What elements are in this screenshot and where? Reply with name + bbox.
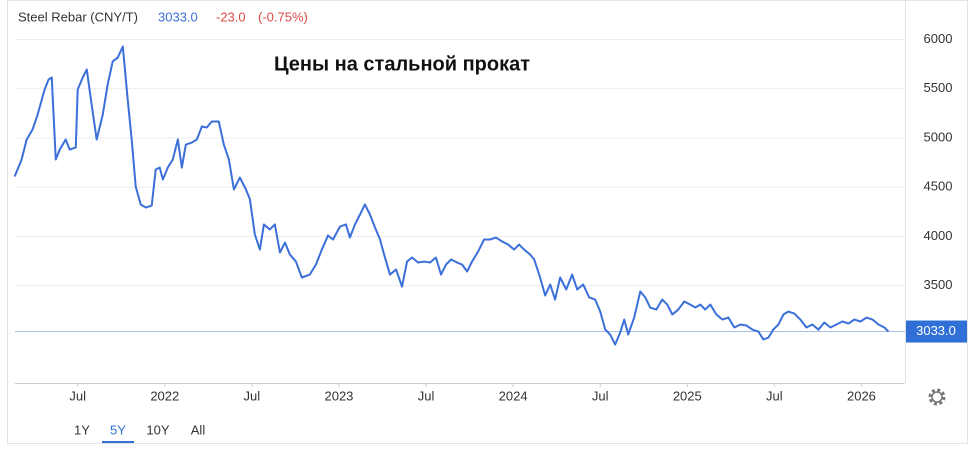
- x-tick-label: Jul: [766, 388, 783, 403]
- range-button[interactable]: 5Y: [110, 422, 126, 437]
- x-tick-label: 2026: [847, 388, 876, 403]
- x-tick-label: 2022: [150, 388, 179, 403]
- range-button[interactable]: 10Y: [146, 422, 169, 437]
- header-change-pct: (-0.75%): [258, 9, 308, 24]
- y-tick-label: 6000: [924, 31, 953, 46]
- last-value-tag-label: 3033.0: [916, 323, 956, 338]
- x-tick-label: Jul: [418, 388, 435, 403]
- x-tick-label: Jul: [69, 388, 86, 403]
- y-tick-label: 4500: [924, 179, 953, 194]
- range-button[interactable]: 1Y: [74, 422, 90, 437]
- header-price: 3033.0: [158, 9, 198, 24]
- header-change: -23.0: [216, 9, 246, 24]
- x-tick-label: 2025: [673, 388, 702, 403]
- annotation: Цены на стальной прокат: [274, 53, 530, 75]
- gear-ring: [931, 391, 943, 403]
- gear-teeth: [928, 388, 946, 406]
- widget-frame: [7, 0, 968, 444]
- price-line: [13, 45, 890, 346]
- last-value-tag: 3033.0: [906, 320, 967, 343]
- x-tick-label: 2023: [324, 388, 353, 403]
- settings-icon[interactable]: [928, 388, 946, 406]
- y-tick-label: 5500: [924, 80, 953, 95]
- x-tick-label: Jul: [592, 388, 609, 403]
- last-value-tag-bg: [906, 320, 967, 343]
- y-tick-label: 5000: [924, 129, 953, 144]
- y-tick-label: 3500: [924, 277, 953, 292]
- range-button[interactable]: All: [191, 422, 206, 437]
- instrument-name: Steel Rebar (CNY/T): [18, 9, 138, 24]
- y-tick-label: 4000: [924, 228, 953, 243]
- x-tick-label: Jul: [244, 388, 261, 403]
- x-tick-label: 2024: [499, 388, 528, 403]
